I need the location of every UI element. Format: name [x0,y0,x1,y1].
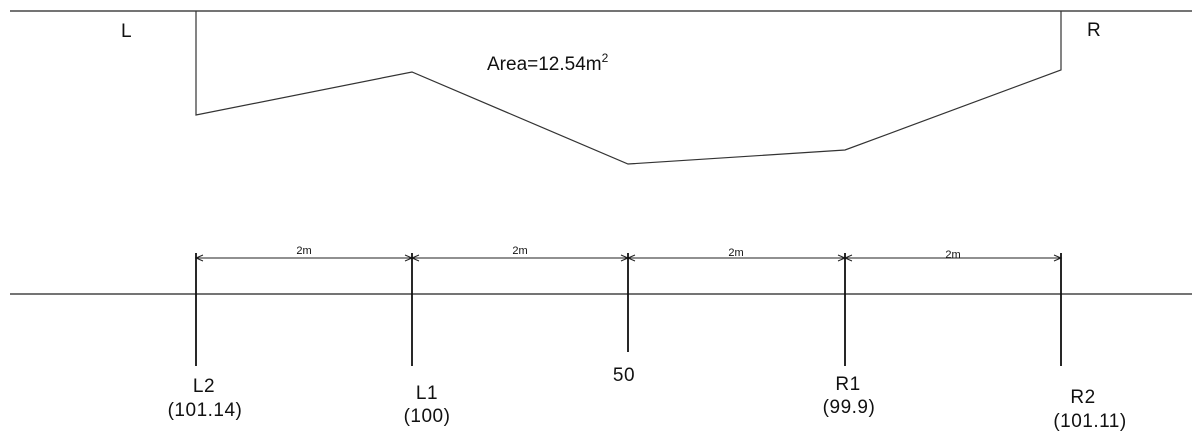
station-value-r2: (101.11) [1053,411,1126,432]
right-side-label: R [1087,20,1101,41]
dimension-label-2: 2m [512,245,527,257]
area-label: Area=12.54m2 [487,51,609,75]
station-value-l2: (101.14) [168,400,243,421]
station-ticks [195,253,1062,366]
station-name-r1: R1 [835,374,860,395]
area-text: Area=12.54m [487,54,602,75]
left-side-label: L [121,21,132,42]
dimension-label-4: 2m [945,249,960,261]
station-name-l1: L1 [416,383,438,404]
station-name-r2: R2 [1070,387,1095,408]
station-name-50: 50 [613,365,635,386]
area-exponent: 2 [602,51,609,65]
station-value-l1: (100) [404,406,451,427]
dimension-label-1: 2m [296,245,311,257]
cross-section-profile [195,11,1062,165]
station-name-l2: L2 [193,376,215,397]
dimension-label-3: 2m [728,247,743,259]
station-value-r1: (99.9) [823,397,876,418]
